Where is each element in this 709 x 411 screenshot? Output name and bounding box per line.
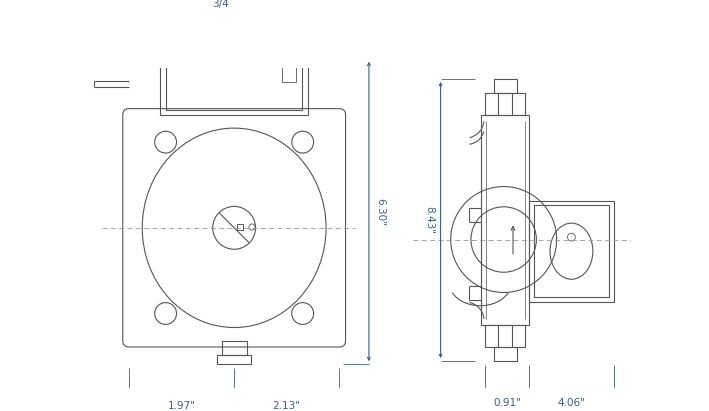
Text: 1.97": 1.97" bbox=[167, 401, 196, 411]
Bar bbox=[485, 325, 525, 347]
Text: 4.06": 4.06" bbox=[557, 398, 586, 408]
Bar bbox=[160, 59, 308, 115]
Bar bbox=[217, 355, 251, 364]
Text: 3/4: 3/4 bbox=[212, 0, 228, 9]
Bar bbox=[222, 341, 247, 355]
Bar bbox=[215, 29, 254, 42]
Text: 2.13": 2.13" bbox=[273, 401, 301, 411]
Bar bbox=[485, 93, 525, 115]
Bar bbox=[493, 79, 517, 93]
Text: 6.30": 6.30" bbox=[375, 198, 385, 225]
Bar bbox=[481, 115, 530, 325]
Bar bbox=[211, 21, 257, 29]
Bar bbox=[530, 201, 613, 302]
Bar bbox=[534, 205, 609, 297]
Bar bbox=[493, 347, 517, 361]
Bar bbox=[219, 42, 249, 59]
Bar bbox=[282, 65, 296, 82]
Text: 0.91": 0.91" bbox=[493, 398, 521, 408]
Text: 8.43": 8.43" bbox=[425, 206, 435, 234]
Bar bbox=[167, 63, 302, 110]
Bar bbox=[238, 224, 243, 230]
